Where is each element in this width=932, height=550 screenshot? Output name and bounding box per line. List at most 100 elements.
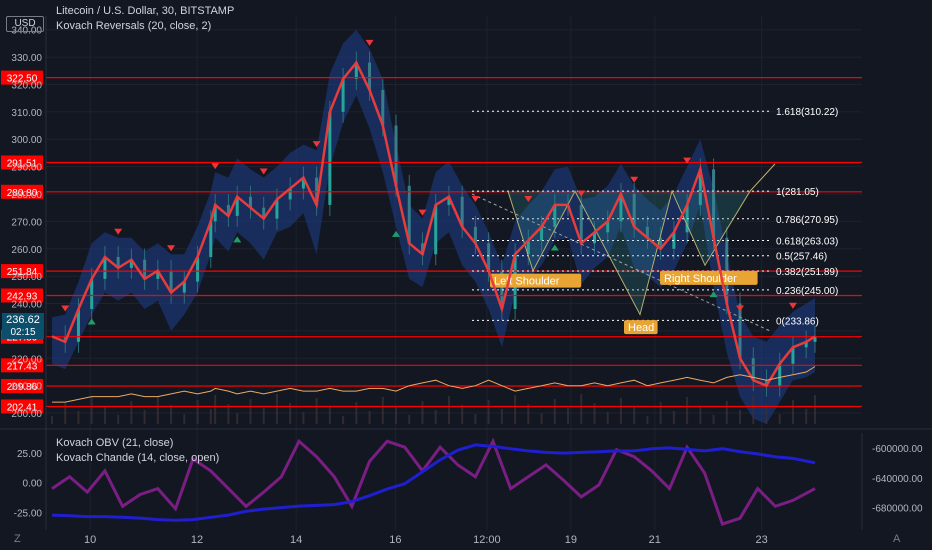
level-label: 291.51	[7, 158, 38, 169]
volume-bar	[117, 415, 120, 424]
level-label: 322.50	[7, 74, 38, 85]
candle-body	[275, 199, 279, 219]
volume-bar	[368, 411, 371, 424]
y-tick-label: 200.00	[11, 409, 42, 420]
x-tick-label: 10	[84, 534, 96, 546]
volume-bar	[672, 411, 675, 424]
head-and-shoulders-pattern: Left Shoulder Head Right Shoulder	[471, 163, 776, 335]
candle-body	[540, 226, 544, 241]
level-label: 251.84	[7, 267, 38, 278]
volume-bar	[447, 396, 450, 424]
band-area	[52, 29, 815, 424]
candle-body	[226, 204, 230, 216]
neckline	[471, 193, 771, 332]
candle-body	[645, 226, 649, 238]
level-label: 202.41	[7, 402, 38, 413]
volume-bar	[752, 396, 755, 424]
fib-label: 0.382(251.89)	[776, 267, 838, 278]
volume-bar	[814, 395, 816, 424]
chart-title: Litecoin / U.S. Dollar, 30, BITSTAMP	[56, 5, 235, 17]
fib-label: 0.5(257.46)	[776, 252, 827, 263]
candle-body	[447, 196, 451, 205]
level-label: 242.93	[7, 291, 38, 302]
pattern-zigzag	[507, 163, 776, 316]
volume-bar	[553, 399, 556, 424]
volume-bar	[262, 408, 265, 424]
volume-bar	[567, 408, 570, 424]
auto-scale-button[interactable]: A	[893, 533, 901, 545]
sell-marker	[471, 195, 480, 202]
y-tick-label: 220.00	[11, 354, 42, 365]
buy-marker	[392, 230, 401, 237]
currency-badge[interactable]: USD	[6, 16, 44, 32]
lower-right-tick-label: -600000.00	[872, 444, 923, 455]
volume-bar	[289, 403, 292, 424]
x-tick-label: 12:00	[473, 534, 501, 546]
x-tick-label: 19	[565, 534, 577, 546]
volume-oscillator	[52, 366, 816, 403]
candle-body	[288, 188, 292, 200]
candle-body	[526, 240, 530, 255]
reversal-markers	[61, 39, 797, 325]
candle-body	[196, 256, 200, 282]
volume-bar	[606, 412, 609, 424]
volume-bar	[487, 400, 490, 424]
volume-bar	[395, 406, 398, 424]
level-label-bg	[1, 70, 43, 85]
candle-body	[213, 204, 217, 222]
candle-body	[434, 204, 438, 255]
fib-label: 1(281.05)	[776, 187, 819, 198]
volume-bar	[725, 401, 728, 424]
sell-marker	[683, 157, 692, 164]
obv-line	[51, 443, 816, 522]
sell-marker	[61, 305, 70, 312]
volume-bar	[633, 407, 636, 424]
volume-bar	[227, 404, 230, 424]
chande-indicator-label: Kovach Chande (14, close, open)	[56, 452, 220, 464]
pattern-label-bg	[660, 270, 758, 285]
last-price-badge: 236.62	[2, 313, 44, 327]
candle-body	[500, 270, 504, 309]
lower-left-tick-label: 25.00	[17, 449, 42, 460]
volume-bar	[183, 414, 186, 424]
fib-label: 0.236(245.00)	[776, 286, 838, 297]
candle-body	[698, 169, 702, 205]
volume-bar	[619, 398, 622, 424]
candle-body	[553, 204, 557, 227]
volume-bar	[421, 401, 424, 424]
volume-bar	[328, 407, 331, 424]
volume-bar	[64, 402, 67, 424]
buy-marker	[709, 291, 718, 298]
volume-bar	[686, 397, 689, 424]
volume-bar	[315, 398, 318, 424]
countdown-badge: 02:15	[2, 326, 44, 339]
timezone-button[interactable]: Z	[14, 533, 21, 545]
sell-marker	[167, 245, 176, 252]
pattern-fill	[508, 191, 750, 315]
candle-body	[804, 341, 808, 348]
volume-bar	[143, 410, 146, 424]
pattern-label-bg	[490, 273, 582, 288]
candle-body	[487, 243, 491, 271]
pattern-label-bg	[624, 320, 658, 335]
candle-body	[368, 62, 372, 90]
level-label-bg	[1, 264, 43, 279]
level-label: 209.86	[7, 382, 38, 393]
candle-body	[813, 336, 817, 342]
pattern-label: Left Shoulder	[494, 276, 560, 288]
volume-bar	[275, 394, 278, 424]
sell-marker	[788, 302, 797, 309]
y-tick-label: 330.00	[11, 53, 42, 64]
level-label: 280.80	[7, 188, 38, 199]
volume-bar	[90, 397, 93, 424]
volume-bar	[249, 399, 252, 424]
fib-label: 0.786(270.95)	[776, 215, 838, 226]
candle-body	[169, 270, 173, 293]
y-tick-label: 240.00	[11, 300, 42, 311]
candle-body	[301, 177, 305, 189]
volume-bar	[580, 394, 583, 424]
candle-body	[606, 221, 610, 233]
candle-body	[235, 196, 239, 216]
volume-bar	[699, 406, 702, 424]
